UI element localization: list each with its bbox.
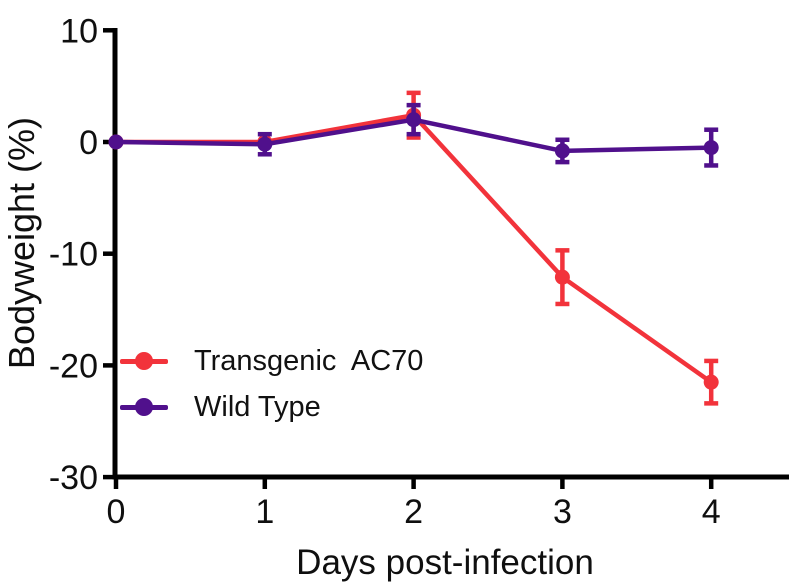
svg-text:4: 4	[702, 493, 721, 531]
legend: Transgenic AC70 Wild Type	[120, 338, 423, 430]
svg-text:-30: -30	[49, 459, 98, 497]
legend-label: Wild Type	[194, 390, 321, 423]
legend-marker	[120, 352, 168, 370]
svg-text:1: 1	[255, 493, 274, 531]
legend-row-wildtype: Wild Type	[120, 384, 423, 430]
legend-label: Transgenic AC70	[194, 344, 424, 377]
svg-text:-20: -20	[49, 347, 98, 385]
legend-marker	[120, 398, 168, 416]
svg-text:-10: -10	[49, 236, 98, 274]
y-axis-label: Bodyweight (%)	[1, 116, 42, 370]
svg-text:0: 0	[107, 493, 126, 531]
svg-text:3: 3	[553, 493, 572, 531]
legend-dot-icon	[135, 398, 153, 416]
svg-text:2: 2	[404, 493, 423, 531]
svg-text:0: 0	[79, 124, 98, 162]
legend-dot-icon	[135, 352, 153, 370]
svg-text:10: 10	[60, 12, 98, 50]
legend-row-transgenic: Transgenic AC70	[120, 338, 423, 384]
x-axis-label: Days post-infection	[296, 543, 594, 582]
